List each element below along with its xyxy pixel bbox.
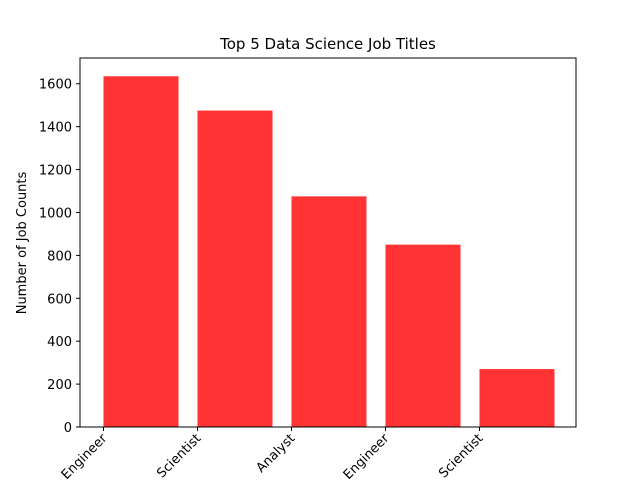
y-axis-label: Number of Job Counts [15, 171, 30, 314]
bar-4 [386, 245, 461, 427]
y-tick-label: 800 [47, 249, 72, 264]
x-tick-label: Engineer [59, 431, 111, 480]
bar-5 [480, 369, 555, 427]
y-tick-label: 1000 [39, 206, 72, 221]
x-tick-label: Scientist [436, 431, 486, 480]
chart-title: Top 5 Data Science Job Titles [219, 35, 436, 53]
x-tick-label: Scientist [154, 431, 204, 480]
y-tick-label: 600 [47, 292, 72, 307]
y-tick-label: 1200 [39, 164, 72, 179]
x-tick-label: Engineer [341, 431, 393, 480]
y-tick-label: 400 [47, 335, 72, 350]
y-tick-label: 0 [64, 421, 72, 436]
bar-3 [292, 196, 367, 427]
bar-2 [198, 111, 273, 427]
x-tick-label: Analyst [254, 431, 299, 476]
y-tick-label: 200 [47, 378, 72, 393]
bar-1 [104, 76, 179, 427]
y-tick-label: 1400 [39, 121, 72, 136]
y-tick-label: 1600 [39, 78, 72, 93]
